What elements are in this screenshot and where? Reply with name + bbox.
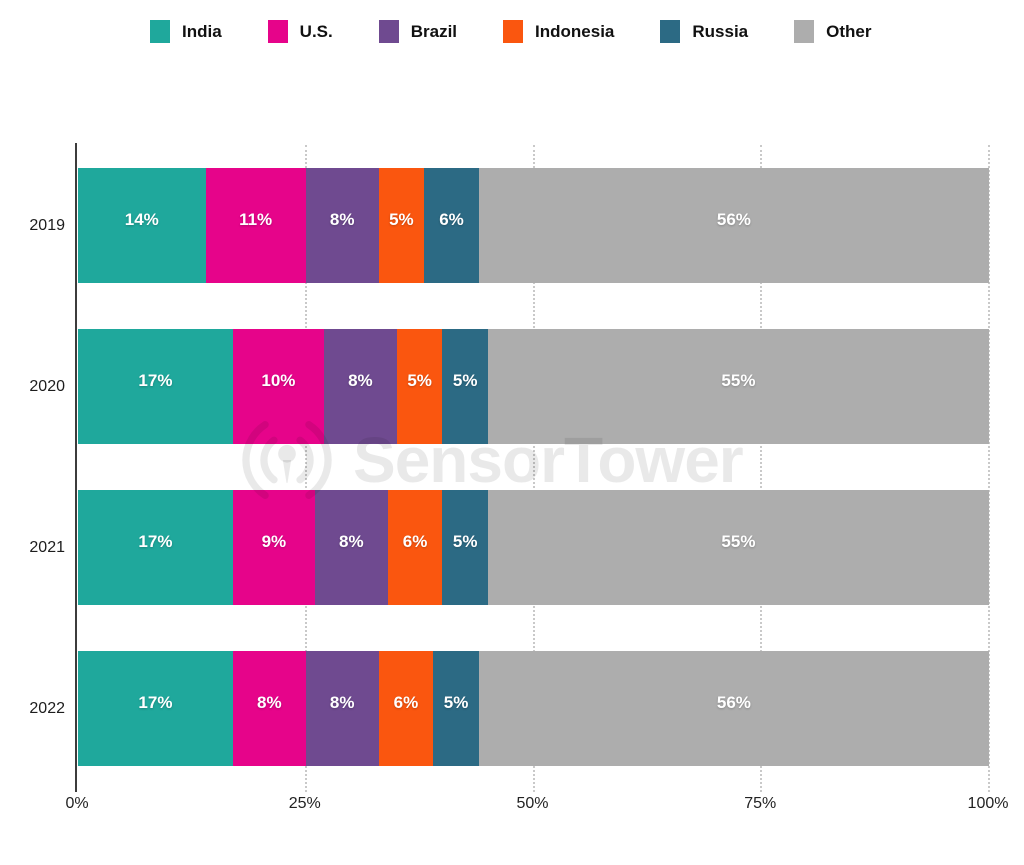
bar-segment-label: 17% [138,531,173,551]
legend-label: Indonesia [535,21,615,41]
bar-segment-2020-russia: 5% [442,329,488,444]
bar-segment-label: 11% [239,209,273,229]
x-tick-label-50: 50% [516,795,549,812]
bar-segment-2022-other: 56% [478,651,989,766]
year-label-2021: 2021 [29,538,65,556]
x-tick-label-100: 100% [967,795,1009,812]
bar-segment-2022-brazil: 8% [305,651,379,766]
bar-segment-label: 5% [452,531,478,551]
bar-row-2021: 17% 9% 8% 6% 5% 55% [78,490,989,605]
legend-label: Other [826,21,872,41]
x-tick-label-0: 0% [65,795,89,812]
bar-segment-label: 14% [124,209,159,229]
x-tick-label-25: 25% [288,795,321,812]
bar-segment-2021-other: 55% [487,490,989,605]
bar-segment-label: 6% [402,531,428,551]
legend-label: India [182,21,222,41]
bar-segment-2019-russia: 6% [424,168,479,283]
bar-segment-2019-indonesia: 5% [378,168,425,283]
bar-segment-label: 8% [329,692,355,712]
bar-segment-label: 8% [257,692,282,712]
bar-segment-2022-indonesia: 6% [378,651,434,766]
legend-label: Russia [692,21,749,41]
legend-item-india: India [150,20,222,43]
x-tick-label-75: 75% [744,795,777,812]
bar-row-2020: 17% 10% 8% 5% 5% 55% [78,329,989,444]
year-label-2020: 2020 [29,377,65,395]
plot-area: 0% 25% 50% 75% 100% 2019 14% 11% 8% 5% 6% 56% 2020 17… [29,143,1008,812]
bar-segment-label: 6% [393,692,419,712]
legend-item-indonesia: Indonesia [503,20,614,43]
bar-segment-label: 56% [716,692,751,712]
bar-segment-label: 8% [329,209,355,229]
y-axis-line [75,143,77,792]
bar-segment-2019-other: 56% [478,168,989,283]
legend: India U.S. Brazil Indonesia Russia Other [150,20,871,43]
bar-segment-label: 8% [348,370,373,390]
bar-segment-2022-russia: 5% [433,651,479,766]
bar-row-2019: 14% 11% 8% 5% 6% 56% [78,168,989,283]
legend-swatch [794,20,815,43]
bar-segment-2020-indonesia: 5% [396,329,443,444]
bar-segment-2021-russia: 5% [442,490,488,605]
bar-segment-2020-other: 55% [487,329,989,444]
bar-segment-label: 5% [389,209,414,229]
bar-segment-label: 6% [439,209,464,229]
bar-segment-2020-brazil: 8% [323,329,397,444]
bar-segment-label: 17% [138,370,173,390]
bar-row-2022: 17% 8% 8% 6% 5% 56% [78,651,989,766]
bar-segment-2021-indonesia: 6% [387,490,443,605]
bar-segment-2020-us: 10% [232,329,324,444]
legend-label: U.S. [299,21,333,41]
bar-segment-label: 5% [407,370,432,390]
bar-segment-2020-india: 17% [78,329,233,444]
bar-segment-2019-india: 14% [78,168,206,283]
bar-segment-2022-us: 8% [232,651,306,766]
legend-item-brazil: Brazil [378,20,458,43]
gridline-100 [988,145,990,792]
legend-item-us: U.S. [267,20,333,43]
legend-label: Brazil [410,21,458,41]
bar-segment-label: 5% [452,370,478,390]
bar-segment-2021-india: 17% [78,490,233,605]
bar-segment-label: 10% [261,370,296,390]
bar-segment-2021-brazil: 8% [314,490,388,605]
bar-segment-label: 56% [716,209,751,229]
bar-segment-label: 8% [338,531,364,551]
legend-swatch [503,20,524,43]
bar-segment-2019-us: 11% [205,168,306,283]
year-label-2019: 2019 [29,216,65,234]
legend-swatch [267,20,288,43]
bar-segment-label: 17% [138,692,173,712]
legend-item-russia: Russia [660,20,748,43]
bar-segment-2022-india: 17% [78,651,233,766]
legend-item-other: Other [794,20,871,43]
legend-swatch [378,20,399,43]
bar-segment-2021-us: 9% [232,490,315,605]
gridline-75 [760,145,763,792]
legend-swatch [150,20,170,43]
gridline-50 [532,145,535,792]
bar-segment-label: 5% [443,692,469,712]
bar-segment-label: 9% [261,531,287,551]
year-label-2022: 2022 [29,699,65,717]
legend-swatch [660,20,681,43]
bar-segment-label: 55% [721,370,756,390]
bar-segment-2019-brazil: 8% [305,168,379,283]
bar-segment-label: 55% [721,531,756,551]
